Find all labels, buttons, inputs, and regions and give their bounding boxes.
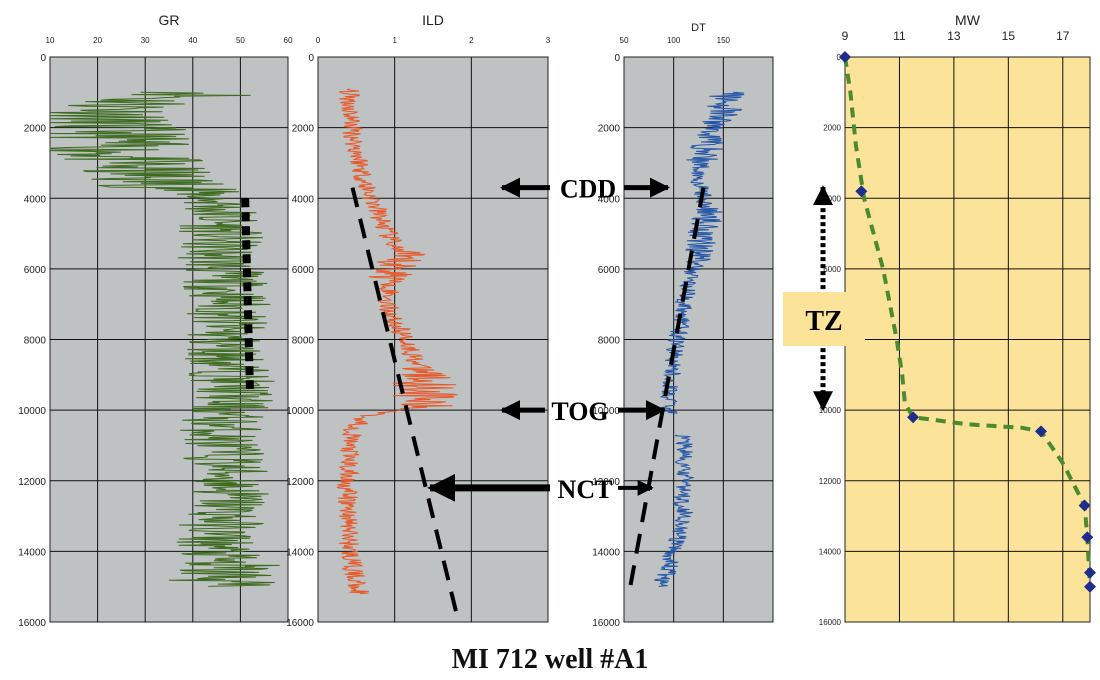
log-curve-ild	[336, 88, 458, 595]
annotation-tz: TZ	[805, 306, 842, 337]
depth-tick-label: 0	[614, 53, 620, 64]
depth-tick-label: 14000	[592, 547, 620, 558]
depth-tick-label: 0	[308, 53, 314, 64]
depth-tick-label: 8000	[598, 336, 621, 347]
mud-weight-marker	[1035, 425, 1047, 438]
x-tick-label: 100	[667, 36, 681, 45]
depth-tick-label: 8000	[24, 336, 47, 347]
x-tick-label: 3	[546, 36, 551, 45]
depth-tick-label: 4000	[823, 194, 841, 203]
track-dt: DT 50 100 150 0 2000 4000 6000 8000 10000 12000 140…	[592, 22, 774, 629]
x-tick-label: 10	[46, 36, 55, 45]
depth-tick-label: 14000	[18, 547, 46, 558]
annotations: CDD TOG NCT TZ	[427, 175, 865, 504]
depth-tick-label: 6000	[24, 265, 47, 276]
x-tick-label: 2	[469, 36, 474, 45]
depth-tick-label: 16000	[592, 618, 620, 629]
x-tick-label: 40	[188, 36, 197, 45]
x-tick-label: 15	[1002, 29, 1016, 43]
depth-tick-label: 2000	[823, 124, 841, 133]
figure-caption: MI 712 well #A1	[451, 644, 649, 675]
depth-tick-label: 14000	[286, 547, 314, 558]
depth-tick-label: 4000	[598, 194, 621, 205]
tz-label-box	[783, 292, 865, 346]
x-tick-label: 9	[842, 29, 849, 43]
trend-line	[626, 187, 706, 595]
trend-line	[350, 187, 458, 612]
x-tick-label: 20	[93, 36, 102, 45]
depth-tick-label: 2000	[598, 124, 621, 135]
mud-weight-line	[843, 56, 1092, 587]
depth-tick-label: 4000	[292, 194, 315, 205]
depth-tick-label: 4000	[24, 194, 47, 205]
mud-weight-marker	[839, 51, 851, 63]
track-title: DT	[691, 22, 706, 34]
depth-tick-label: 12000	[592, 477, 620, 488]
mud-weight-marker	[1084, 566, 1096, 579]
depth-tick-label: 16000	[819, 618, 842, 627]
depth-tick-label: 0	[837, 53, 842, 62]
depth-tick-label: 16000	[18, 618, 46, 629]
depth-tick-label: 16000	[286, 618, 314, 629]
x-tick-label: 50	[620, 36, 629, 45]
annotation-cdd: CDD	[560, 175, 616, 204]
track-title: GR	[159, 12, 180, 28]
x-tick-label: 150	[717, 36, 731, 45]
x-tick-label: 0	[316, 36, 321, 45]
x-tick-label: 17	[1056, 29, 1070, 43]
track-title: ILD	[422, 12, 444, 28]
x-tick-label: 30	[141, 36, 150, 45]
depth-tick-label: 10000	[286, 406, 314, 417]
track-ild: ILD 0 1 2 3 0 2000 4000 6000 8000 10000 12000 14000 1…	[286, 12, 551, 629]
depth-tick-label: 0	[40, 53, 46, 64]
depth-tick-label: 2000	[292, 124, 315, 135]
depth-tick-label: 2000	[24, 124, 47, 135]
x-tick-label: 1	[392, 36, 397, 45]
depth-tick-label: 6000	[292, 265, 315, 276]
depth-tick-label: 12000	[819, 477, 842, 486]
mud-weight-marker	[1081, 531, 1094, 544]
track-title: MW	[955, 12, 981, 28]
depth-tick-label: 8000	[292, 336, 315, 347]
annotation-nct: NCT	[558, 475, 613, 504]
mud-weight-marker	[1078, 499, 1091, 512]
x-tick-label: 13	[947, 29, 961, 43]
depth-tick-label: 10000	[18, 406, 46, 417]
depth-tick-label: 6000	[598, 265, 621, 276]
mud-weight-marker	[855, 185, 868, 198]
depth-tick-label: 6000	[823, 265, 841, 274]
depth-tick-label: 12000	[18, 477, 46, 488]
x-tick-label: 60	[284, 36, 293, 45]
track-gr: GR 10 20 30 40 50 60 0 2000 4000 6000 8000 10000 1200…	[18, 12, 293, 629]
trend-line	[241, 198, 254, 390]
mud-weight-marker	[1084, 580, 1096, 593]
depth-tick-label: 14000	[819, 547, 842, 556]
log-curve-gr	[49, 91, 280, 587]
mud-weight-marker	[907, 411, 920, 424]
depth-tick-label: 12000	[286, 477, 314, 488]
annotation-tog: TOG	[551, 397, 608, 426]
depth-tick-label: 10000	[592, 406, 620, 417]
x-tick-label: 50	[236, 36, 245, 45]
x-tick-label: 11	[893, 29, 906, 43]
